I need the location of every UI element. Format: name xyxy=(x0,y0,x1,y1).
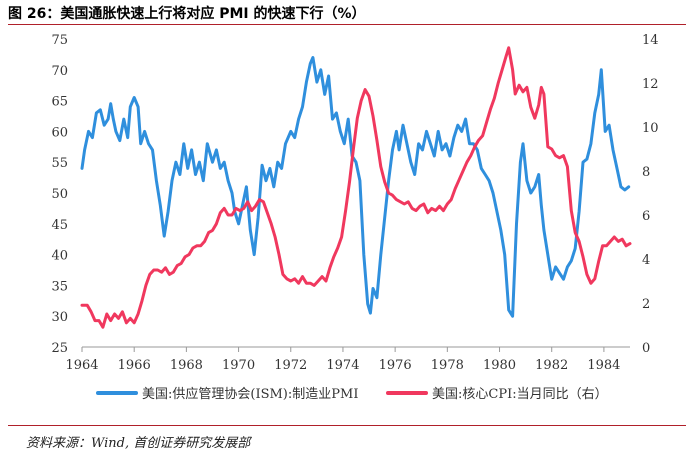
x-tick-label: 1966 xyxy=(118,358,151,373)
left-y-tick-label: 45 xyxy=(51,218,68,233)
legend-pmi-label: 美国:供应管理协会(ISM):制造业PMI xyxy=(142,386,358,402)
line-chart: 1964 1966 1968 1970 1972 1974 1976 1978 1980 1982… xyxy=(51,33,658,402)
right-y-tick-label: 14 xyxy=(642,33,659,48)
x-tick-label: 1974 xyxy=(326,358,359,373)
right-y-tick-label: 10 xyxy=(642,121,659,136)
figure-title: 图 26：美国通胀快速上行将对应 PMI 的快速下行（%） xyxy=(8,6,366,22)
left-y-tick-label: 35 xyxy=(51,279,68,294)
left-y-tick-label: 55 xyxy=(51,156,68,171)
right-y-tick-label: 0 xyxy=(642,341,650,356)
x-tick-label: 1964 xyxy=(65,358,98,373)
series-lines xyxy=(80,46,632,329)
x-tick-label: 1970 xyxy=(222,358,255,373)
x-tick-label: 1976 xyxy=(379,358,412,373)
left-y-tick-label: 25 xyxy=(51,341,68,356)
cpi-series-line xyxy=(80,46,632,329)
title-bar: 图 26：美国通胀快速上行将对应 PMI 的快速下行（%） xyxy=(8,2,686,25)
right-y-tick-label: 12 xyxy=(642,77,659,92)
chart-container: 1964 1966 1968 1970 1972 1974 1976 1978 1980 1982… xyxy=(0,24,694,414)
x-tick-label: 1972 xyxy=(274,358,307,373)
x-tick-label: 1984 xyxy=(587,358,620,373)
footer-bar: 资料来源：Wind, 首创证券研究发展部 xyxy=(8,425,686,452)
x-tick-label: 1978 xyxy=(431,358,464,373)
left-y-tick-label: 70 xyxy=(51,64,68,79)
x-tick-label: 1968 xyxy=(170,358,203,373)
axes: 1964 1966 1968 1970 1972 1974 1976 1978 1980 1982… xyxy=(51,33,658,373)
x-tick-label: 1982 xyxy=(535,358,568,373)
pmi-series-line xyxy=(80,56,631,318)
right-y-tick-label: 6 xyxy=(642,209,650,224)
left-y-tick-label: 65 xyxy=(51,95,68,110)
left-y-tick-label: 60 xyxy=(51,125,68,140)
left-y-tick-label: 50 xyxy=(51,187,68,202)
right-y-tick-label: 4 xyxy=(642,253,650,268)
left-y-tick-label: 75 xyxy=(51,33,68,48)
left-y-tick-label: 40 xyxy=(51,249,68,264)
legend: 美国:供应管理协会(ISM):制造业PMI 美国:核心CPI:当月同比（右） xyxy=(96,386,608,402)
left-y-tick-label: 30 xyxy=(51,310,68,325)
right-y-tick-label: 8 xyxy=(642,165,650,180)
right-y-tick-label: 2 xyxy=(642,297,650,312)
x-tick-label: 1980 xyxy=(483,358,516,373)
legend-cpi-label: 美国:核心CPI:当月同比（右） xyxy=(432,387,608,402)
source-note: 资料来源：Wind, 首创证券研究发展部 xyxy=(26,436,251,451)
